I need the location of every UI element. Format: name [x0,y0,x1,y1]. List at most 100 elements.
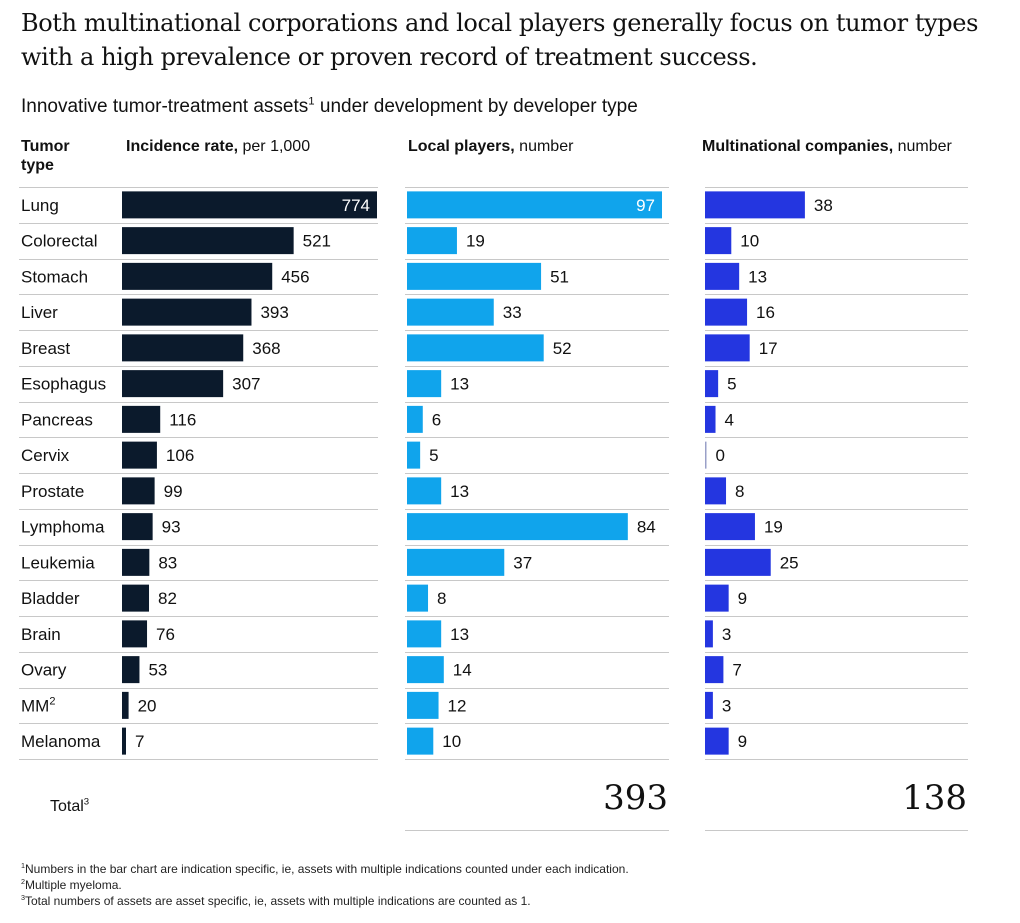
value-label-multi-brain: 3 [722,625,731,644]
bar-incidence-mm [122,691,129,719]
bar-incidence-leukemia [122,548,150,576]
header-multi-rest: number [893,138,952,155]
category-label-liver: Liver [21,303,58,322]
value-label-local-bladder: 8 [437,589,446,608]
chart-subtitle: Innovative tumor-treatment assets1 under… [21,96,638,118]
bar-local-lung [407,191,662,219]
value-label-incidence-lung: 774 [342,196,370,215]
header-local-players: Local players, number [408,137,573,156]
bar-incidence-liver [122,298,252,326]
bar-multi-leukemia [705,548,771,576]
category-label-brain: Brain [21,625,61,644]
bar-local-breast [407,334,544,362]
value-label-local-mm: 12 [448,696,467,715]
bar-incidence-lung [122,191,377,219]
footnote-1-marker: 1 [21,861,25,870]
total-footnote-marker: 3 [83,796,90,808]
header-tumor-line1: Tumor [21,138,70,155]
category-label-mm: MM2 [21,695,55,715]
bar-local-lymphoma [407,513,628,541]
total-label-text: Total [50,798,84,815]
value-label-local-lymphoma: 84 [637,518,656,537]
bar-multi-esophagus [705,370,719,398]
value-label-multi-prostate: 8 [735,482,744,501]
bar-local-liver [407,298,494,326]
value-label-incidence-bladder: 82 [158,589,177,608]
value-label-incidence-melanoma: 7 [135,732,144,751]
category-footnote-marker: 2 [49,695,55,707]
footnote-3-marker: 3 [21,893,25,902]
value-label-incidence-liver: 393 [260,303,288,322]
bar-local-prostate [407,477,442,505]
value-label-local-ovary: 14 [453,661,472,680]
bar-multi-lymphoma [705,513,755,541]
header-tumor-line2: type [21,157,54,174]
bar-local-brain [407,620,442,648]
value-label-multi-cervix: 0 [716,446,725,465]
value-label-local-cervix: 5 [429,446,438,465]
value-label-local-leukemia: 37 [513,553,532,572]
value-label-local-pancreas: 6 [432,410,441,429]
bar-incidence-brain [122,620,148,648]
total-multinational: 138 [902,778,967,818]
subtitle-text: Innovative tumor-treatment assets [21,96,309,117]
value-label-multi-ovary: 7 [732,661,741,680]
value-label-multi-melanoma: 9 [738,732,747,751]
value-label-incidence-lymphoma: 93 [162,518,181,537]
header-tumor-type: Tumor type [21,137,70,175]
footnote-2-text: Multiple myeloma. [25,878,122,892]
header-incidence: Incidence rate, per 1,000 [126,137,310,156]
value-label-local-breast: 52 [553,339,572,358]
value-label-multi-stomach: 13 [748,267,767,286]
bar-incidence-melanoma [122,727,126,755]
bar-multi-pancreas [705,405,716,433]
bar-local-cervix [407,441,421,469]
header-local-rest: number [514,138,574,155]
category-label-cervix: Cervix [21,446,70,465]
bar-multi-bladder [705,584,729,612]
value-label-incidence-cervix: 106 [166,446,194,465]
bar-local-mm [407,691,439,719]
value-label-incidence-leukemia: 83 [158,553,177,572]
value-label-multi-leukemia: 25 [780,553,799,572]
category-label-esophagus: Esophagus [21,375,106,394]
value-label-local-liver: 33 [503,303,522,322]
bar-multi-stomach [705,262,740,290]
bar-multi-ovary [705,656,724,684]
header-incidence-bold: Incidence rate, [126,138,239,155]
category-label-bladder: Bladder [21,589,80,608]
header-multi-bold: Multinational companies, [702,138,894,155]
category-label-lymphoma: Lymphoma [21,518,105,537]
value-label-local-lung: 97 [636,196,655,215]
bar-multi-liver [705,298,748,326]
subtitle-footnote-marker: 1 [308,95,315,108]
category-label-lung: Lung [21,196,59,215]
bar-incidence-cervix [122,441,157,469]
value-label-multi-liver: 16 [756,303,775,322]
bar-multi-melanoma [705,727,729,755]
value-label-local-prostate: 13 [450,482,469,501]
total-divider-multi [705,830,968,831]
value-label-local-melanoma: 10 [442,732,461,751]
bar-incidence-lymphoma [122,513,153,541]
bar-incidence-esophagus [122,370,224,398]
footnote-2-marker: 2 [21,877,25,886]
bar-local-melanoma [407,727,434,755]
footnote-1: 1Numbers in the bar chart are indication… [21,861,629,877]
bar-local-esophagus [407,370,442,398]
bar-incidence-breast [122,334,244,362]
bar-incidence-ovary [122,656,140,684]
value-label-multi-breast: 17 [759,339,778,358]
category-label-prostate: Prostate [21,482,84,501]
bar-local-bladder [407,584,429,612]
footnote-3-text: Total numbers of assets are asset specif… [25,894,531,908]
category-label-leukemia: Leukemia [21,553,95,572]
value-label-incidence-prostate: 99 [164,482,183,501]
value-label-multi-pancreas: 4 [725,410,734,429]
value-label-local-esophagus: 13 [450,375,469,394]
footnote-2: 2Multiple myeloma. [21,877,629,893]
bar-incidence-stomach [122,262,273,290]
value-label-incidence-ovary: 53 [148,661,167,680]
value-label-incidence-brain: 76 [156,625,175,644]
